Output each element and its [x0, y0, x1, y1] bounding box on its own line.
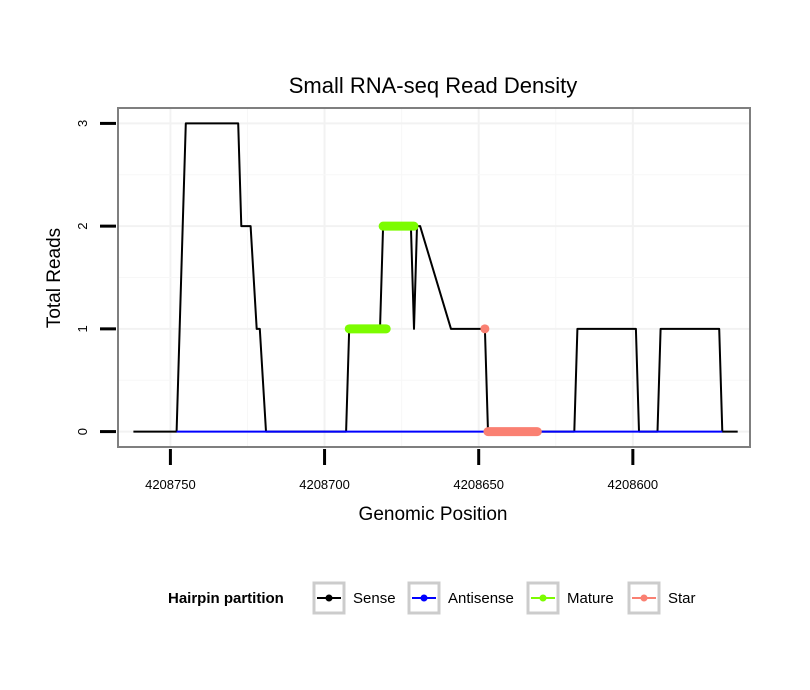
y-axis-label: Total Reads	[44, 228, 65, 328]
y-tick-label: 2	[75, 223, 90, 230]
legend-entry: Star	[627, 581, 696, 615]
plot-panel-border	[117, 107, 751, 448]
series-layer	[133, 122, 738, 437]
legend-entry: Mature	[526, 581, 614, 615]
x-axis-ticks: 4208750 4208700 4208650 4208600	[145, 449, 658, 492]
y-tick-label: 1	[75, 325, 90, 332]
x-tick-label: 4208650	[453, 477, 504, 492]
x-tick-label: 4208700	[299, 477, 350, 492]
legend-label: Antisense	[448, 590, 514, 607]
legend-key-point	[640, 594, 648, 602]
x-tick-label: 4208750	[145, 477, 196, 492]
legend-key-point	[325, 594, 333, 602]
legend-key-point	[420, 594, 428, 602]
chart-title: Small RNA-seq Read Density	[289, 73, 578, 98]
legend-label: Star	[668, 590, 696, 607]
legend-entry: Antisense	[407, 581, 514, 615]
x-tick-label: 4208600	[608, 477, 659, 492]
y-axis-ticks: 0 1 2 3	[75, 120, 116, 435]
legend-key-point	[539, 594, 547, 602]
legend: Hairpin partition Sense Antisense Mature St…	[168, 581, 696, 615]
y-tick-label: 3	[75, 120, 90, 127]
y-tick-label: 0	[75, 428, 90, 435]
legend-label: Sense	[353, 590, 396, 607]
legend-label: Mature	[567, 590, 614, 607]
legend-entry: Sense	[312, 581, 396, 615]
series-point-star	[480, 324, 490, 334]
legend-title: Hairpin partition	[168, 590, 284, 607]
x-axis-label: Genomic Position	[359, 504, 508, 525]
legend-entries: Sense Antisense Mature Star	[312, 581, 696, 615]
